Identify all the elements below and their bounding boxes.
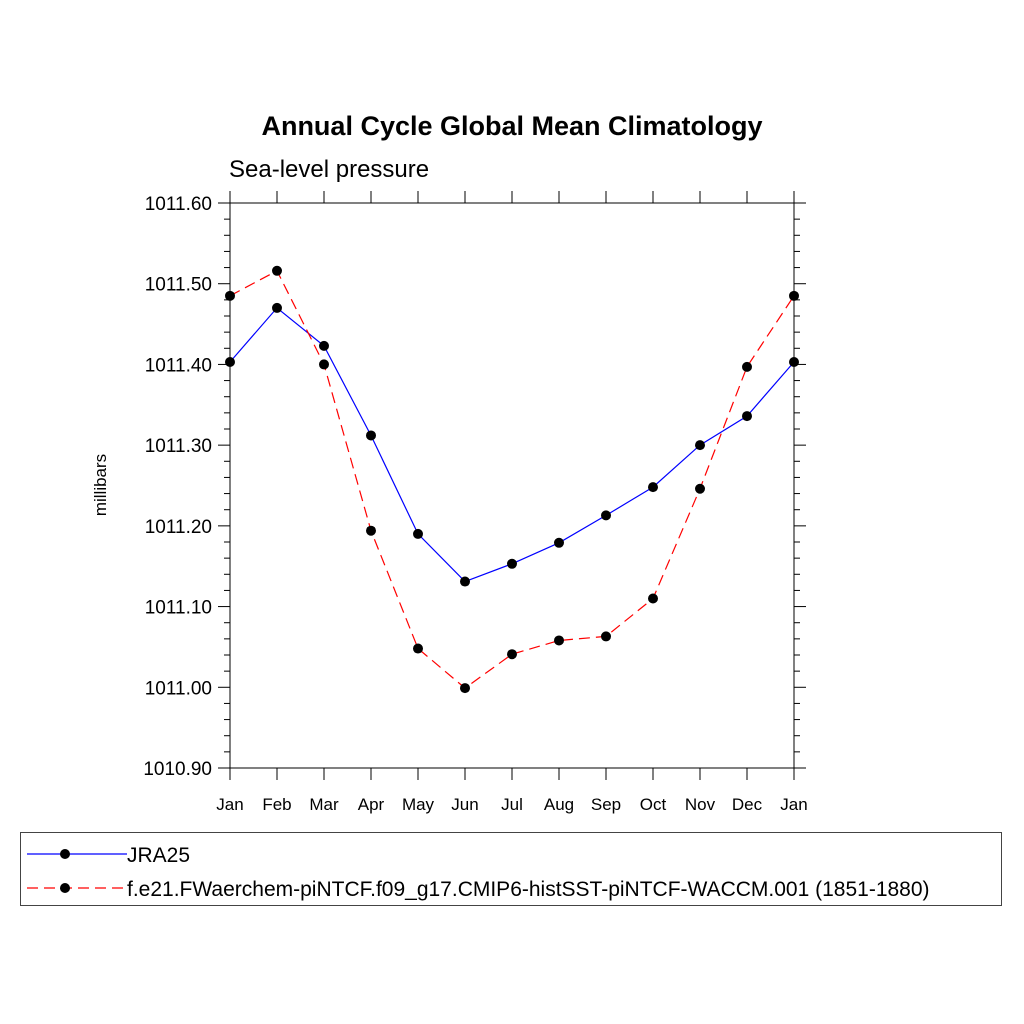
plot-frame [229, 202, 795, 769]
x-tick-label: Mar [309, 795, 339, 814]
chart-title: Annual Cycle Global Mean Climatology [261, 111, 763, 141]
series-1-point [460, 683, 470, 694]
y-tick-label: 1011.00 [145, 678, 212, 699]
legend-swatch-model [27, 883, 127, 893]
legend-label-jra25: JRA25 [127, 844, 191, 867]
series-1-point [413, 643, 423, 654]
series-1-point [742, 361, 752, 372]
series-0-point [789, 357, 799, 368]
x-tick-label: Nov [685, 795, 716, 814]
x-tick-label: Jul [501, 795, 523, 814]
y-tick-label: 1011.30 [145, 436, 212, 457]
y-tick-label: 1011.20 [145, 517, 212, 538]
series-1-point [695, 483, 705, 494]
series-0-point [742, 411, 752, 422]
y-tick-label: 1011.10 [145, 598, 212, 619]
series-0-point [507, 558, 517, 569]
x-tick-label: Sep [591, 795, 621, 814]
series-0-point [272, 302, 282, 313]
legend-swatch-jra25 [27, 849, 127, 859]
chart-subtitle: Sea-level pressure [229, 156, 430, 183]
series-1-point [272, 265, 282, 276]
y-tick-label: 1011.50 [145, 275, 212, 296]
x-tick-label: Oct [640, 795, 667, 814]
x-tick-label: Jan [780, 795, 807, 814]
series-1-point [554, 635, 564, 646]
series-line-0 [229, 307, 795, 583]
legend: JRA25 f.e21.FWaerchem-piNTCF.f09_g17.CMI… [20, 832, 1002, 906]
series-0-point [460, 576, 470, 587]
y-axis-label: millibars [91, 454, 110, 516]
series-0-point [648, 482, 658, 493]
series-1-point [601, 631, 611, 642]
series-0-point [413, 528, 423, 539]
legend-item-jra25: JRA25 [21, 837, 1001, 871]
series-1-point [789, 290, 799, 301]
series-1-point [507, 649, 517, 660]
series-0-point [225, 357, 235, 368]
x-tick-label: Dec [732, 795, 763, 814]
series-0-point [601, 510, 611, 521]
legend-item-model: f.e21.FWaerchem-piNTCF.f09_g17.CMIP6-his… [21, 871, 1001, 905]
x-tick-label: Jun [451, 795, 478, 814]
series-0-point [366, 430, 376, 441]
x-tick-label: Feb [262, 795, 291, 814]
series-1-point [648, 593, 658, 604]
series-0-point [695, 440, 705, 451]
series-0-point [319, 340, 329, 351]
y-tick-label: 1011.60 [145, 194, 212, 215]
series-1-point [319, 359, 329, 370]
series-0-point [554, 537, 564, 548]
x-tick-label: Aug [544, 795, 574, 814]
series-line-1 [229, 269, 795, 689]
legend-label-model: f.e21.FWaerchem-piNTCF.f09_g17.CMIP6-his… [127, 878, 930, 901]
x-tick-label: Jan [216, 795, 243, 814]
x-tick-label: May [402, 795, 435, 814]
series-1-point [225, 290, 235, 301]
y-tick-label: 1010.90 [143, 759, 212, 780]
line-chart: 1010.90 1011.00 1011.10 1011.20 1011.30 1011.… [91, 191, 808, 814]
x-tick-label: Apr [358, 795, 385, 814]
series-1-point [366, 525, 376, 536]
y-tick-label: 1011.40 [145, 355, 212, 376]
